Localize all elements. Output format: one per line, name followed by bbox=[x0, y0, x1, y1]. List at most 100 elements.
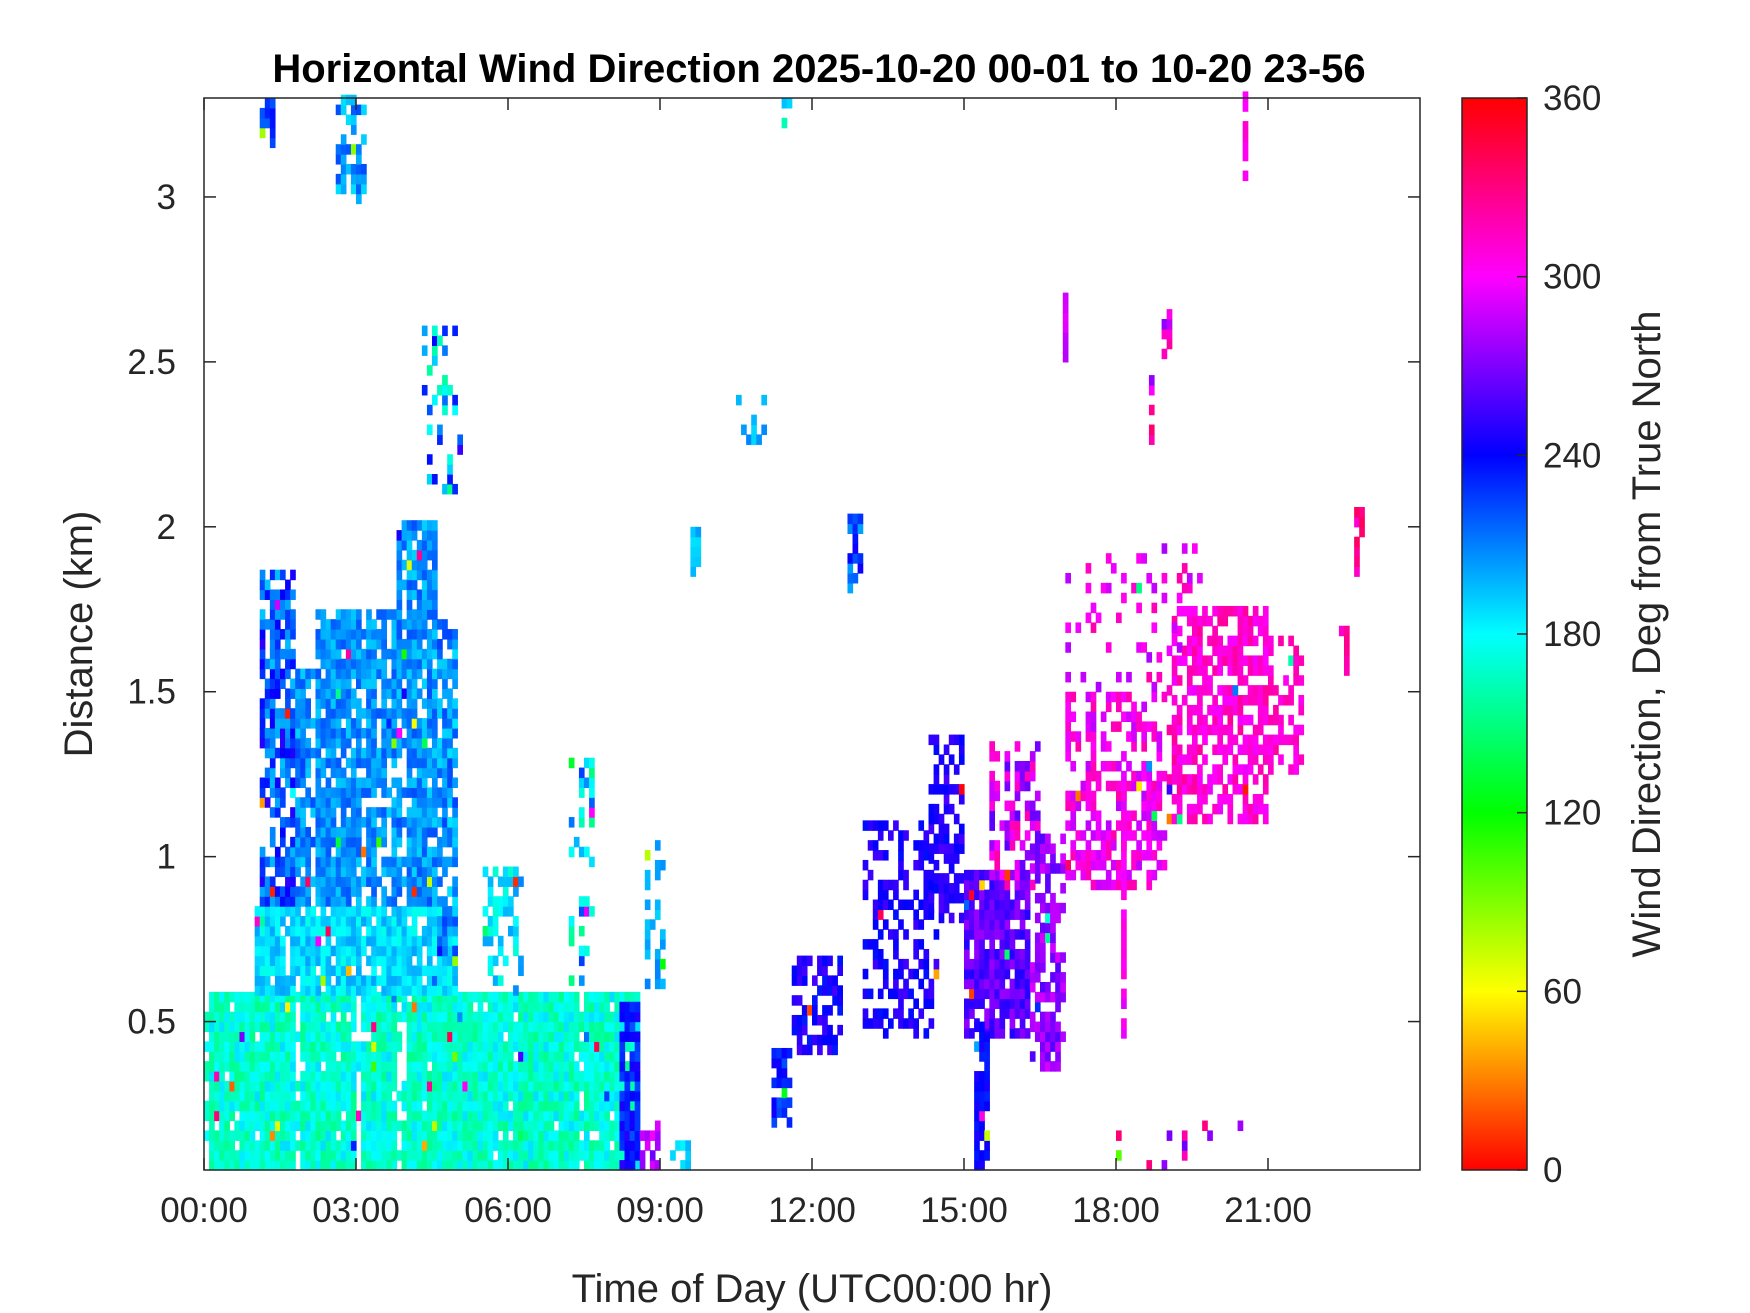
heatmap-cell bbox=[999, 889, 1006, 901]
heatmap-cell bbox=[1065, 869, 1071, 881]
heatmap-cell bbox=[893, 939, 899, 950]
heatmap-cell bbox=[1207, 685, 1213, 696]
heatmap-cell bbox=[1110, 563, 1117, 574]
heatmap-cell bbox=[553, 991, 560, 1003]
heatmap-cell bbox=[568, 1051, 575, 1062]
heatmap-cell bbox=[513, 945, 519, 957]
heatmap-cell bbox=[690, 556, 697, 567]
heatmap-cell bbox=[290, 619, 296, 630]
heatmap-cell bbox=[350, 619, 357, 630]
heatmap-cell bbox=[396, 975, 403, 986]
heatmap-cell bbox=[1095, 770, 1102, 782]
heatmap-cell bbox=[447, 1021, 453, 1033]
heatmap-cell bbox=[452, 955, 458, 967]
heatmap-cell bbox=[259, 1031, 266, 1042]
heatmap-cell bbox=[806, 955, 813, 967]
heatmap-cell bbox=[320, 619, 327, 630]
heatmap-cell bbox=[320, 906, 327, 917]
heatmap-cell bbox=[862, 859, 869, 871]
heatmap-cell bbox=[426, 365, 433, 376]
heatmap-cell bbox=[1100, 731, 1107, 742]
heatmap-cell bbox=[1217, 774, 1223, 785]
heatmap-cell bbox=[796, 995, 803, 1006]
heatmap-cell bbox=[584, 1090, 590, 1102]
heatmap-cell bbox=[401, 668, 408, 680]
heatmap-cell bbox=[462, 1061, 469, 1072]
heatmap-cell bbox=[371, 836, 377, 848]
heatmap-cell bbox=[776, 1067, 783, 1079]
heatmap-cell bbox=[492, 866, 499, 878]
heatmap-cell bbox=[224, 1031, 230, 1042]
heatmap-cell bbox=[340, 1160, 347, 1171]
heatmap-cell bbox=[371, 1130, 377, 1141]
heatmap-cell bbox=[1151, 820, 1158, 831]
heatmap-cell bbox=[437, 856, 443, 868]
heatmap-cell bbox=[1050, 1061, 1056, 1072]
heatmap-cell bbox=[274, 916, 281, 927]
heatmap-cell bbox=[285, 925, 291, 937]
heatmap-cell bbox=[447, 1100, 453, 1112]
heatmap-cell bbox=[305, 826, 311, 838]
heatmap-cell bbox=[913, 840, 919, 851]
heatmap-cell bbox=[1186, 724, 1193, 736]
heatmap-cell bbox=[285, 708, 291, 719]
heatmap-cell bbox=[340, 846, 347, 858]
heatmap-cell bbox=[290, 1160, 296, 1171]
heatmap-cell bbox=[335, 1080, 342, 1092]
heatmap-cell bbox=[1019, 978, 1026, 990]
heatmap-cell bbox=[888, 1018, 894, 1029]
heatmap-cell bbox=[401, 1140, 408, 1151]
heatmap-cell bbox=[295, 797, 301, 808]
heatmap-cell bbox=[411, 777, 418, 788]
heatmap-cell bbox=[335, 975, 342, 986]
heatmap-cell bbox=[563, 1061, 570, 1072]
heatmap-cell bbox=[979, 1080, 985, 1092]
heatmap-cell bbox=[1288, 714, 1294, 726]
heatmap-cell bbox=[330, 718, 337, 729]
heatmap-cell bbox=[295, 747, 301, 759]
heatmap-cell bbox=[259, 916, 266, 927]
heatmap-cell bbox=[371, 826, 377, 838]
heatmap-cell bbox=[305, 886, 311, 897]
heatmap-cell bbox=[447, 638, 453, 650]
heatmap-cell bbox=[1116, 1150, 1122, 1161]
heatmap-cell bbox=[1085, 780, 1092, 792]
heatmap-cell bbox=[457, 1071, 463, 1082]
heatmap-cell bbox=[1116, 820, 1122, 831]
heatmap-cell bbox=[989, 780, 995, 792]
heatmap-cell bbox=[502, 876, 509, 887]
heatmap-cell bbox=[325, 876, 332, 887]
heatmap-cell bbox=[320, 826, 327, 838]
heatmap-cell bbox=[229, 1041, 235, 1052]
heatmap-cell bbox=[472, 1150, 479, 1161]
heatmap-cell bbox=[325, 1090, 332, 1102]
heatmap-cell bbox=[487, 1100, 494, 1112]
heatmap-cell bbox=[1181, 1140, 1188, 1151]
heatmap-cell bbox=[1034, 932, 1041, 944]
heatmap-cell bbox=[634, 1100, 641, 1112]
heatmap-cell bbox=[335, 797, 342, 808]
heatmap-cell bbox=[584, 1031, 590, 1042]
heatmap-cell bbox=[974, 1140, 980, 1151]
heatmap-cell bbox=[371, 629, 377, 640]
heatmap-cell bbox=[558, 1080, 565, 1092]
heatmap-cell bbox=[259, 1051, 266, 1062]
heatmap-cell bbox=[690, 536, 697, 548]
heatmap-cell bbox=[685, 1160, 691, 1171]
heatmap-cell bbox=[371, 658, 377, 670]
heatmap-cell bbox=[269, 925, 276, 937]
heatmap-cell bbox=[416, 876, 423, 887]
heatmap-cell bbox=[1004, 869, 1011, 881]
heatmap-cell bbox=[599, 1140, 605, 1151]
heatmap-cell bbox=[472, 1140, 479, 1151]
heatmap-cell bbox=[269, 965, 276, 976]
heatmap-cell bbox=[285, 1140, 291, 1151]
heatmap-cell bbox=[330, 1021, 337, 1033]
heatmap-cell bbox=[1156, 741, 1163, 752]
heatmap-cell bbox=[604, 1080, 610, 1092]
heatmap-cell bbox=[1222, 655, 1229, 666]
heatmap-cell bbox=[330, 1041, 337, 1052]
heatmap-cell bbox=[1065, 741, 1071, 752]
heatmap-cell bbox=[340, 906, 347, 917]
heatmap-cell bbox=[624, 1100, 631, 1112]
